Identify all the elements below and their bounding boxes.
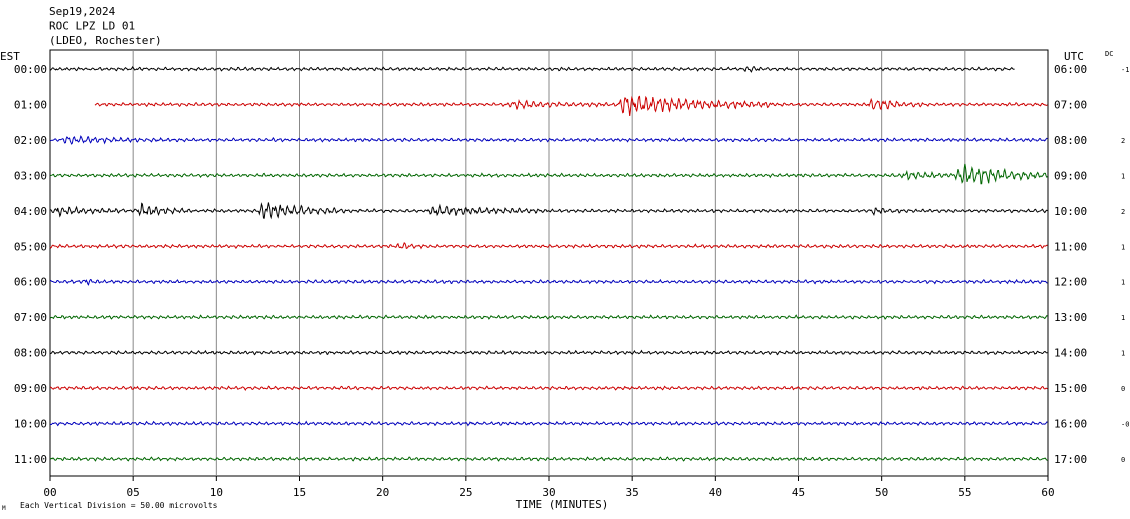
chart-labels: 00 05 10 15 20 25 30 35 40 45 50 55 60Sep19,2024ROC … bbox=[0, 5, 1129, 512]
grid-lines bbox=[49, 49, 1049, 481]
utc-time-label: 13:00 bbox=[1054, 311, 1087, 324]
x-tick-label: 20 bbox=[376, 486, 389, 499]
est-time-label: 01:00 bbox=[14, 98, 47, 111]
trace-row-0600 bbox=[49, 278, 1048, 286]
est-time-label: 02:00 bbox=[14, 134, 47, 147]
x-tick-label: 45 bbox=[792, 486, 805, 499]
dc-offset-label: -1 bbox=[1121, 66, 1129, 74]
utc-time-label: 17:00 bbox=[1054, 453, 1087, 466]
x-tick-label: 15 bbox=[293, 486, 306, 499]
x-tick-label: 40 bbox=[709, 486, 722, 499]
dc-offset-label: 2 bbox=[1121, 208, 1125, 216]
est-time-label: 08:00 bbox=[14, 347, 47, 360]
x-axis-label: TIME (MINUTES) bbox=[516, 498, 609, 511]
dc-offset-label: 1 bbox=[1121, 350, 1125, 358]
dc-header: DC bbox=[1105, 50, 1113, 58]
est-header: EST bbox=[0, 50, 20, 63]
x-tick-label: 30 bbox=[542, 486, 555, 499]
est-time-label: 00:00 bbox=[14, 63, 47, 76]
x-tick-label: 60 bbox=[1041, 486, 1054, 499]
seismic-traces bbox=[49, 65, 1048, 462]
utc-time-label: 07:00 bbox=[1054, 98, 1087, 111]
trace-row-0300 bbox=[49, 163, 1048, 185]
x-tick-label: 00 bbox=[43, 486, 56, 499]
utc-time-label: 08:00 bbox=[1054, 134, 1087, 147]
trace-row-0400 bbox=[50, 202, 1048, 220]
trace-row-0000 bbox=[49, 65, 1015, 73]
trace-row-0800 bbox=[49, 349, 1048, 356]
est-time-label: 11:00 bbox=[14, 453, 47, 466]
x-tick-label: 35 bbox=[626, 486, 639, 499]
est-time-label: 05:00 bbox=[14, 240, 47, 253]
trace-row-1100 bbox=[49, 456, 1048, 462]
dc-offset-label: 2 bbox=[1121, 137, 1125, 145]
x-tick-label: 25 bbox=[459, 486, 472, 499]
trace-row-0700 bbox=[49, 314, 1048, 320]
trace-row-0200 bbox=[49, 135, 1048, 145]
x-tick-label: 55 bbox=[958, 486, 971, 499]
est-time-label: 06:00 bbox=[14, 276, 47, 289]
est-time-label: 03:00 bbox=[14, 169, 47, 182]
trace-row-1000 bbox=[50, 420, 1048, 427]
title-line: ROC LPZ LD 01 bbox=[49, 20, 135, 33]
utc-time-label: 16:00 bbox=[1054, 418, 1087, 431]
title-line: Sep19,2024 bbox=[49, 5, 116, 18]
x-tick-label: 50 bbox=[875, 486, 888, 499]
dc-offset-label: 0 bbox=[1121, 456, 1125, 464]
utc-time-label: 09:00 bbox=[1054, 169, 1087, 182]
title-line: (LDEO, Rochester) bbox=[49, 34, 162, 47]
utc-time-label: 14:00 bbox=[1054, 347, 1087, 360]
utc-header: UTC bbox=[1064, 50, 1084, 63]
dc-offset-label: 1 bbox=[1121, 279, 1125, 287]
trace-row-0900 bbox=[49, 385, 1048, 391]
utc-time-label: 12:00 bbox=[1054, 276, 1087, 289]
utc-time-label: 15:00 bbox=[1054, 382, 1087, 395]
trace-row-0500 bbox=[49, 242, 1048, 250]
est-time-label: 04:00 bbox=[14, 205, 47, 218]
utc-time-label: 11:00 bbox=[1054, 240, 1087, 253]
dc-offset-label: 1 bbox=[1121, 314, 1125, 322]
est-time-label: 07:00 bbox=[14, 311, 47, 324]
est-time-label: 09:00 bbox=[14, 382, 47, 395]
x-tick-label: 10 bbox=[210, 486, 223, 499]
utc-time-label: 06:00 bbox=[1054, 63, 1087, 76]
footer-mark: M bbox=[2, 505, 6, 512]
trace-row-0100 bbox=[94, 95, 1048, 117]
utc-time-label: 10:00 bbox=[1054, 205, 1087, 218]
footer-note: Each Vertical Division = 50.00 microvolt… bbox=[20, 501, 218, 510]
dc-offset-label: 1 bbox=[1121, 243, 1125, 251]
dc-offset-label: 0 bbox=[1121, 385, 1125, 393]
est-time-label: 10:00 bbox=[14, 418, 47, 431]
dc-offset-label: 1 bbox=[1121, 172, 1125, 180]
dc-offset-label: -0 bbox=[1121, 421, 1129, 429]
x-tick-label: 05 bbox=[127, 486, 140, 499]
